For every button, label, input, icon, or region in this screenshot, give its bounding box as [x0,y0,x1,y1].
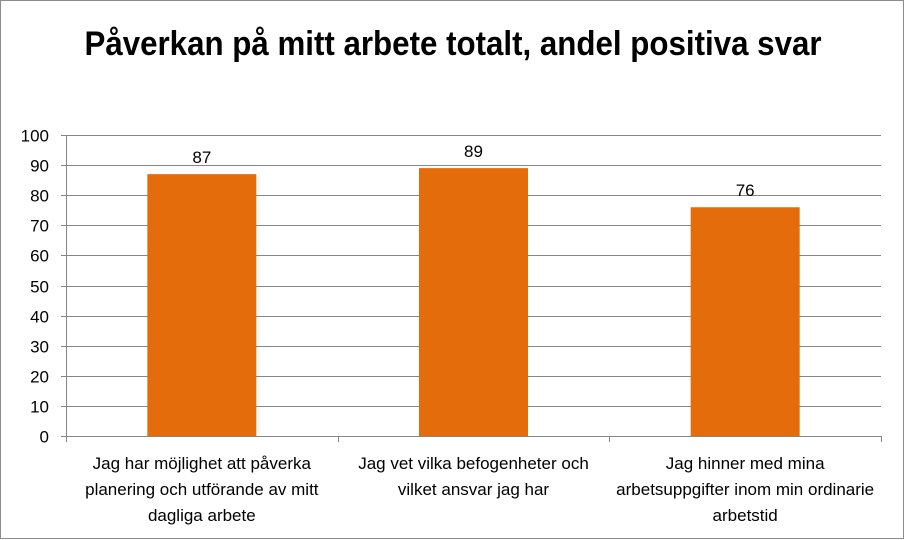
bar-value-label: 87 [192,148,211,167]
x-category-label: Jag vet vilka befogenheter och vilket an… [358,454,589,499]
y-tick-label: 100 [21,127,49,146]
y-tick-label: 50 [30,278,49,297]
bars [147,168,800,437]
y-tick-label: 90 [30,157,49,176]
bar [147,174,257,436]
y-tick-label: 80 [30,187,49,206]
y-tick-label: 70 [30,217,49,236]
x-category-label: Jag har möjlighet att påverka planering … [85,454,319,525]
data-labels: 87 89 76 [192,142,754,200]
x-category-label: Jag hinner med mina arbetsuppgifter inom… [616,454,875,525]
y-tick-label: 0 [40,428,49,447]
chart-title: Påverkan på mitt arbete totalt, andel po… [84,25,822,63]
bar [690,207,800,436]
y-tick-label: 30 [30,338,49,357]
y-tick-label: 20 [30,368,49,387]
bar [419,168,528,437]
axes: 0 10 20 30 40 50 60 70 80 90 100 [21,127,882,447]
y-tick-label: 60 [30,247,49,266]
bar-value-label: 76 [736,181,755,200]
y-tick-label: 40 [30,308,49,327]
y-tick-label: 10 [30,398,49,417]
bar-value-label: 89 [464,142,483,161]
